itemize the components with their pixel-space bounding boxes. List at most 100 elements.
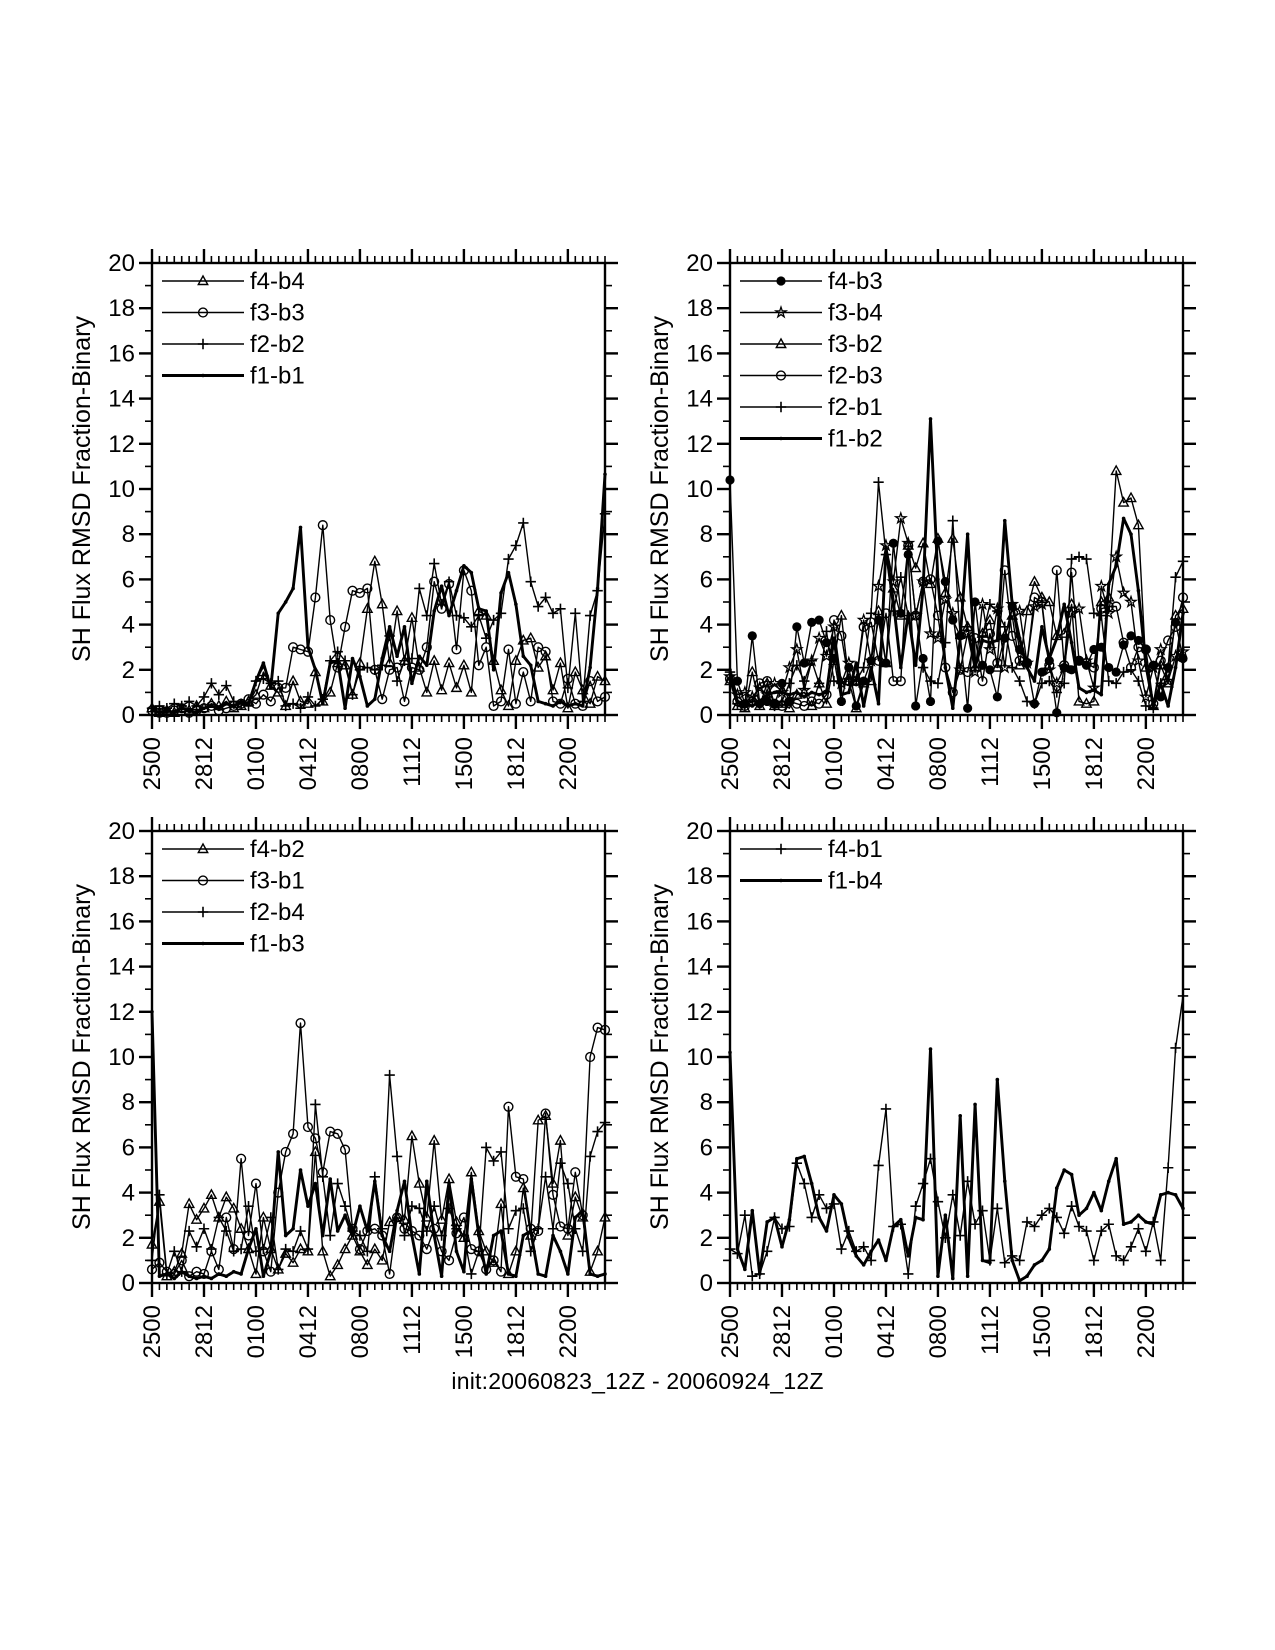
triangle-marker-icon — [1028, 575, 1041, 586]
triangle-marker-icon — [850, 701, 863, 713]
plus-marker-icon — [775, 401, 787, 413]
dot-marker-icon — [1002, 518, 1007, 523]
triangle-marker-icon — [406, 611, 418, 623]
triangle-marker-icon — [420, 685, 433, 697]
dot-marker-icon — [750, 1208, 755, 1213]
y-tick-label: 10 — [686, 476, 713, 503]
circle-marker-icon — [1036, 596, 1048, 608]
plus-marker-icon — [1155, 1255, 1166, 1266]
plus-marker-icon — [880, 1103, 892, 1115]
dot-marker-icon — [283, 600, 288, 604]
circle-marker-icon — [503, 644, 514, 655]
dot-marker-icon — [217, 1272, 221, 1276]
plus-marker-icon — [414, 583, 425, 594]
x-tick-label: 0800 — [925, 1305, 952, 1358]
series-line-f2-b2 — [151, 513, 606, 709]
triangle-marker-icon — [1043, 595, 1056, 607]
filled-circle-marker-icon — [992, 692, 1002, 702]
dot-marker-icon — [410, 681, 414, 686]
dot-marker-icon — [973, 665, 977, 670]
plus-marker-icon — [503, 1223, 514, 1234]
x-tick-label: 2200 — [555, 737, 582, 790]
dot-marker-icon — [417, 1272, 422, 1276]
dot-marker-icon — [884, 1258, 888, 1263]
plus-marker-icon — [562, 1178, 574, 1189]
plus-marker-icon — [1103, 675, 1114, 687]
plus-marker-icon — [910, 608, 921, 619]
triangle-marker-icon — [775, 337, 787, 349]
filled-circle-marker-icon — [985, 665, 995, 675]
legend-item: f2-b3 — [740, 363, 883, 390]
legend-label: f1-b3 — [250, 931, 305, 958]
y-tick-label: 10 — [108, 476, 135, 503]
triangle-marker-icon — [443, 656, 455, 668]
dot-marker-icon — [566, 704, 570, 708]
dot-marker-icon — [735, 699, 740, 704]
dot-marker-icon — [765, 1220, 769, 1224]
plus-marker-icon — [518, 517, 529, 529]
triangle-marker-icon — [198, 1201, 210, 1213]
y-tick-label: 16 — [686, 908, 713, 935]
star-marker-icon — [773, 305, 789, 319]
circle-marker-icon — [858, 621, 869, 632]
dot-marker-icon — [313, 668, 318, 672]
circle-marker-icon — [1088, 662, 1099, 673]
circle-marker-icon — [570, 1167, 581, 1178]
plus-marker-icon — [495, 1146, 507, 1158]
dot-marker-icon — [876, 701, 881, 706]
y-tick-label: 0 — [122, 1270, 135, 1297]
circle-marker-icon — [1111, 601, 1122, 612]
dot-marker-icon — [958, 636, 963, 640]
dot-marker-icon — [491, 668, 496, 672]
plus-marker-icon — [1170, 571, 1181, 583]
dot-marker-icon — [1025, 1274, 1029, 1279]
plus-marker-icon — [332, 646, 343, 657]
dot-marker-icon — [387, 625, 392, 629]
filled-circle-marker-icon — [911, 701, 921, 711]
y-tick-label: 10 — [686, 1044, 713, 1071]
legend-item: f3-b4 — [740, 300, 883, 327]
plus-marker-icon — [191, 1241, 202, 1253]
dot-marker-icon — [150, 1010, 154, 1014]
plus-marker-icon — [999, 621, 1010, 633]
filled-circle-marker-icon — [925, 696, 936, 707]
y-tick-label: 12 — [108, 431, 135, 458]
y-axis-title: SH Flux RMSD Fraction-Binary — [646, 316, 674, 662]
plus-marker-icon — [295, 703, 306, 714]
dot-marker-icon — [1106, 1179, 1111, 1184]
triangle-marker-icon — [376, 597, 389, 609]
dot-marker-icon — [462, 1269, 466, 1274]
dot-marker-icon — [1173, 665, 1178, 670]
circle-marker-icon — [302, 1121, 314, 1133]
circle-marker-icon — [197, 307, 209, 318]
dot-marker-icon — [172, 1276, 177, 1281]
x-tick-label: 1812 — [503, 1305, 530, 1358]
plus-marker-icon — [775, 843, 787, 855]
y-tick-label: 6 — [700, 566, 713, 593]
dot-marker-icon — [958, 1113, 963, 1118]
dot-marker-icon — [447, 1181, 451, 1186]
triangle-marker-icon — [175, 1247, 188, 1258]
plus-marker-icon — [443, 576, 455, 587]
legend-label: f1-b4 — [828, 868, 883, 895]
dot-marker-icon — [943, 665, 948, 670]
dot-marker-icon — [980, 638, 985, 643]
plus-marker-icon — [206, 678, 217, 689]
dot-marker-icon — [580, 1208, 585, 1213]
y-tick-label: 0 — [700, 702, 713, 729]
triangle-marker-icon — [554, 656, 567, 668]
dot-marker-icon — [239, 699, 243, 704]
dot-marker-icon — [187, 708, 191, 713]
filled-circle-marker-icon — [963, 703, 973, 713]
panel-bottom-right: 0 2 4 6 8 10 12 14 16 18 20 2500 2812 0100 0412 0800 111… — [646, 817, 1196, 1358]
dot-marker-icon — [558, 699, 563, 704]
circle-marker-icon — [873, 655, 884, 666]
dot-marker-icon — [921, 1217, 925, 1222]
x-tick-label: 1112 — [399, 1305, 426, 1355]
dot-marker-icon — [928, 1047, 933, 1051]
circle-marker-icon — [754, 678, 765, 689]
legend-label: f4-b2 — [250, 836, 305, 863]
dot-marker-icon — [839, 692, 844, 697]
